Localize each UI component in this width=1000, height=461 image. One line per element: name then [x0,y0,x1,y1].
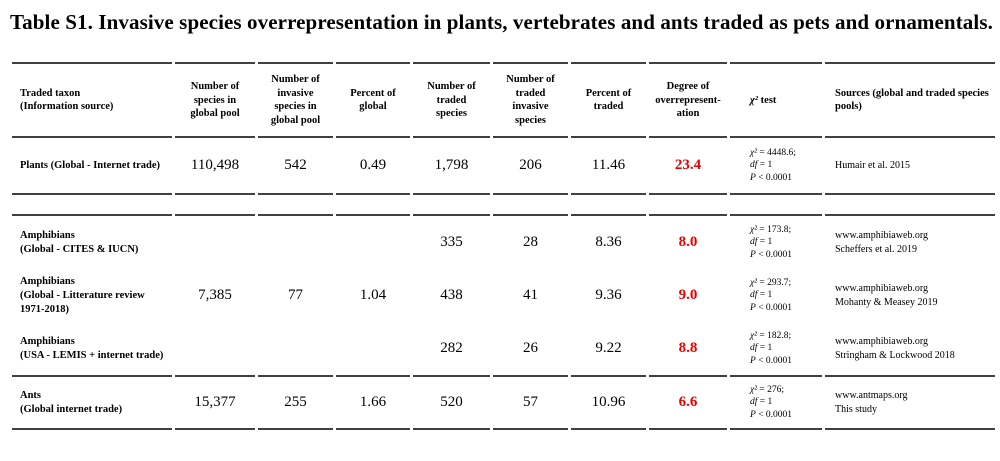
taxon-cell: Plants (Global - Internet trade) [20,160,160,172]
sources-cell: www.amphibiaweb.org Mohanty & Measey 201… [835,282,938,308]
percent-traded-cell: 10.96 [571,377,646,431]
traded-cell: 282 [413,322,490,378]
col-header-percent-global: Percent of global [336,62,410,139]
row-amphibians-literature-review: Amphibians (Global - Litterature review … [12,269,995,322]
global-pool-cell: 15,377 [175,377,255,431]
invasive-pool-cell-merged: 77 [258,216,333,378]
species-overrepresentation-table: Traded taxon (Information source) Number… [9,62,998,431]
invasive-pool-cell: 542 [284,157,307,174]
taxon-cell: Amphibians (Global - Litterature review … [20,276,145,315]
sources-cell: www.amphibiaweb.org Stringham & Lockwood… [825,322,995,378]
percent-global-cell: 0.49 [359,157,387,174]
chi-test-cell: χ² = 182.8; df = 1 P < 0.0001 [730,322,822,378]
global-pool-cell-merged: 7,385 [175,216,255,378]
section-separator [12,193,995,217]
chi-test-cell: χ² = 293.7; df = 1 P < 0.0001 [750,277,793,314]
row-amphibians-usa-lemis: Amphibians (USA - LEMIS + internet trade… [12,322,995,378]
percent-traded-cell: 9.22 [571,322,646,378]
global-pool-cell: 110,498 [190,157,240,174]
percent-traded-cell: 8.36 [595,234,622,251]
sources-cell: Humair et al. 2015 [835,159,910,171]
row-plants: Plants (Global - Internet trade) 110,498… [12,138,995,193]
row-amphibians-cites-iucn: Amphibians (Global - CITES & IUCN) 7,385… [12,216,995,378]
traded-invasive-cell: 26 [493,322,568,378]
degree-cell: 23.4 [674,157,702,174]
col-header-degree: Degree of overrepresent- ation [649,62,727,139]
col-header-percent-traded: Percent of traded [571,62,646,139]
traded-invasive-cell: 206 [519,157,542,174]
percent-global-cell: 1.66 [336,377,410,431]
table-title: Table S1. Invasive species overrepresent… [10,10,993,34]
traded-cell: 438 [440,287,463,304]
degree-cell: 6.6 [649,377,727,431]
col-header-sources: Sources (global and traded species pools… [825,62,995,139]
header-row: Traded taxon (Information source) Number… [12,62,995,139]
degree-cell: 8.8 [649,322,727,378]
chi-test-cell: χ² = 173.8; df = 1 P < 0.0001 [750,224,793,261]
taxon-cell: Ants (Global internet trade) [12,377,172,431]
taxon-cell: Amphibians (Global - CITES & IUCN) [20,230,139,255]
taxon-cell: Amphibians (USA - LEMIS + internet trade… [12,322,172,378]
percent-global-cell-merged: 1.04 [336,216,410,378]
col-header-traded-species: Number of traded species [413,62,490,139]
col-header-invasive-pool: Number of invasive species in global poo… [258,62,333,139]
chi-symbol: χ² [750,94,759,106]
percent-traded-cell: 11.46 [591,157,626,174]
traded-cell: 520 [413,377,490,431]
degree-cell: 8.0 [678,234,698,251]
traded-cell: 335 [440,234,463,251]
col-header-global-pool: Number of species in global pool [175,62,255,139]
chi-test-cell: χ² = 4448.6; df = 1 P < 0.0001 [750,147,796,184]
col-header-traded-invasive: Number of traded invasive species [493,62,568,139]
sources-cell: www.antmaps.org This study [825,377,995,431]
traded-invasive-cell: 57 [493,377,568,431]
sources-cell: www.amphibiaweb.org Scheffers et al. 201… [835,229,929,255]
chi-test-cell: χ² = 276; df = 1 P < 0.0001 [730,377,822,431]
col-header-chi-test: χ² test [730,62,822,139]
percent-traded-cell: 9.36 [595,287,622,304]
traded-invasive-cell: 41 [523,287,538,304]
row-ants: Ants (Global internet trade) 15,377 255 … [12,377,995,431]
col-header-traded-taxon: Traded taxon (Information source) [12,62,172,139]
invasive-pool-cell: 255 [258,377,333,431]
degree-cell: 9.0 [678,287,698,304]
traded-cell: 1,798 [434,157,469,174]
traded-invasive-cell: 28 [523,234,538,251]
